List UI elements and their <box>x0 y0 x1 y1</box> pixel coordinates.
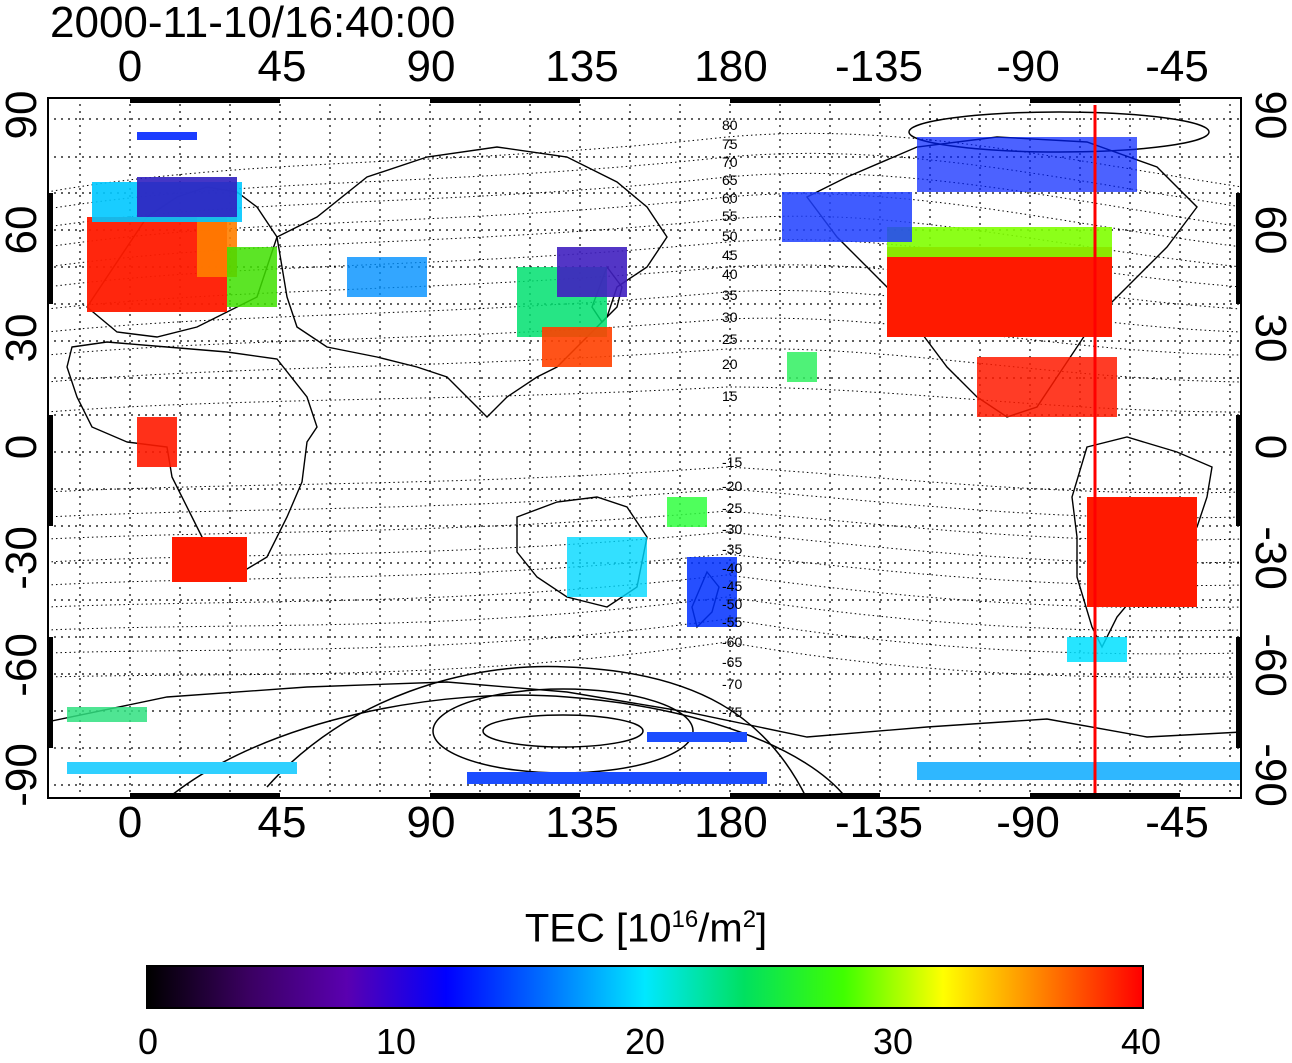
top-lon-tick: 180 <box>694 42 768 91</box>
contour-label: 80 <box>722 117 738 133</box>
colorbar-tick-label: 30 <box>872 1021 914 1062</box>
top-lon-tick: 90 <box>406 42 456 91</box>
contour-label: 55 <box>722 208 738 224</box>
contour-label: -65 <box>722 654 742 670</box>
contour-label: -70 <box>722 676 742 692</box>
left-lat-tick: 30 <box>0 313 46 363</box>
contour-label: -45 <box>722 578 742 594</box>
top-lon-tick: 135 <box>545 42 619 91</box>
contour-label: 75 <box>722 136 738 152</box>
right-lat-tick: -60 <box>1246 633 1292 697</box>
frame-ticks <box>47 97 1242 799</box>
bottom-lon-tick: 0 <box>117 798 143 847</box>
contour-label: 45 <box>722 247 738 263</box>
top-lon-tick: -90 <box>996 42 1060 91</box>
right-lat-tick: 60 <box>1246 205 1292 255</box>
contour-label: 25 <box>722 331 738 347</box>
colorbar-title-prefix: TEC [10 <box>524 906 672 951</box>
colorbar-tick-label: 10 <box>375 1021 417 1062</box>
contour-label: 70 <box>722 154 738 170</box>
top-lon-tick: -45 <box>1145 42 1209 91</box>
contour-label: 20 <box>722 356 738 372</box>
bottom-lon-tick: -135 <box>834 798 924 847</box>
contour-label: -75 <box>722 704 742 720</box>
contour-label: -50 <box>722 596 742 612</box>
left-lat-tick: 60 <box>0 205 46 255</box>
left-lat-tick: -90 <box>0 743 46 807</box>
contour-label: 60 <box>722 190 738 206</box>
colorbar-title-suffix: ] <box>756 906 768 951</box>
contour-label: -15 <box>722 454 742 470</box>
top-lon-tick: -135 <box>834 42 924 91</box>
contour-label: 50 <box>722 228 738 244</box>
bottom-lon-tick: -45 <box>1145 798 1209 847</box>
left-lat-tick: 90 <box>0 90 46 140</box>
contour-label: -30 <box>722 521 742 537</box>
left-lat-tick: -60 <box>0 633 46 697</box>
antarctica-outline <box>47 681 1242 738</box>
right-lat-tick: 30 <box>1246 313 1292 363</box>
bottom-lon-tick: 90 <box>406 798 456 847</box>
bottom-lon-tick: 180 <box>694 798 768 847</box>
colorbar-title-unit: /m <box>698 906 743 951</box>
contour-label: 40 <box>722 266 738 282</box>
contour-label: -25 <box>722 500 742 516</box>
tec-world-map: 80 75 70 65 60 55 50 45 40 35 30 25 20 1… <box>47 97 1242 799</box>
contour-label: 35 <box>722 287 738 303</box>
tec-data-patches <box>67 132 1242 784</box>
contour-label: 30 <box>722 309 738 325</box>
colorbar-title: TEC [1016/m2] <box>0 906 1292 951</box>
colorbar-title-exponent: 16 <box>671 906 699 933</box>
bottom-lon-tick: -90 <box>996 798 1060 847</box>
right-lat-tick: 0 <box>1246 434 1292 460</box>
tec-colorbar <box>146 965 1144 1009</box>
colorbar-tick-label: 40 <box>1120 1021 1162 1062</box>
left-lat-tick: 0 <box>0 434 46 460</box>
contour-label: -40 <box>722 560 742 576</box>
colorbar-title-unit-exponent: 2 <box>742 906 757 933</box>
contour-label: 15 <box>722 388 738 404</box>
contour-label: 65 <box>722 172 738 188</box>
left-lat-tick: -30 <box>0 526 46 590</box>
colorbar-tick-label: 0 <box>137 1021 159 1062</box>
contour-labels: 80 75 70 65 60 55 50 45 40 35 30 25 20 1… <box>722 117 742 720</box>
right-lat-tick: -30 <box>1246 526 1292 590</box>
right-lat-tick: 90 <box>1246 90 1292 140</box>
africa-outline <box>66 341 318 573</box>
colorbar-tick-label: 20 <box>624 1021 666 1062</box>
bottom-lon-tick: 45 <box>257 798 307 847</box>
auroral-contours <box>166 111 1210 799</box>
contour-label: -60 <box>722 634 742 650</box>
map-timestamp: 2000-11-10/16:40:00 <box>50 0 456 47</box>
contour-label: -35 <box>722 541 742 557</box>
top-lon-tick: 45 <box>257 42 307 91</box>
right-lat-tick: -90 <box>1246 743 1292 807</box>
top-lon-tick: 0 <box>117 42 143 91</box>
bottom-lon-tick: 135 <box>545 798 619 847</box>
contour-label: -55 <box>722 614 742 630</box>
contour-label: -20 <box>722 478 742 494</box>
